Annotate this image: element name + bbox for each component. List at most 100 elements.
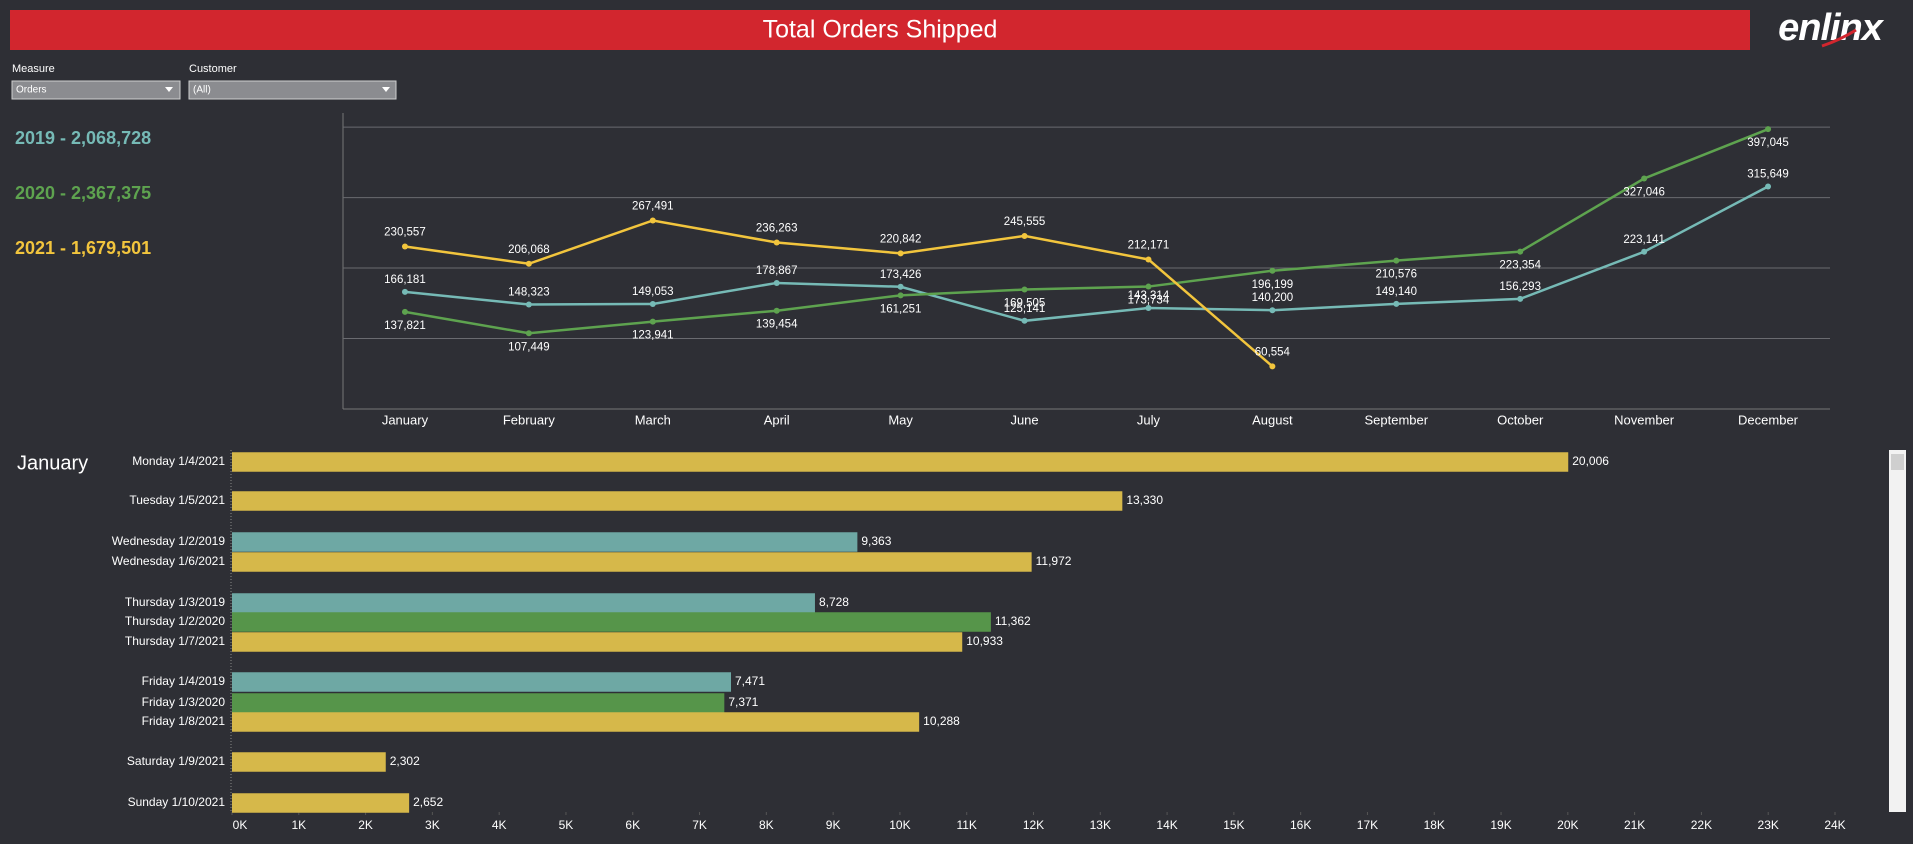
data-point — [1641, 248, 1648, 255]
data-label: 169,505 — [1004, 298, 1046, 310]
legend-entry: 2020 - 2,367,375 — [15, 183, 151, 203]
line-series — [404, 185, 1769, 323]
filter-value: Orders — [16, 85, 47, 96]
data-label: 173,426 — [880, 269, 922, 281]
data-label: 107,449 — [508, 341, 550, 353]
data-label: 210,576 — [1376, 269, 1418, 281]
x-tick-label: 1K — [291, 818, 306, 832]
data-label: 173,734 — [1128, 295, 1170, 307]
data-point — [1145, 304, 1152, 311]
data-label: 267,491 — [632, 201, 674, 213]
data-point — [773, 239, 780, 246]
data-label: 156,293 — [1499, 281, 1541, 293]
data-point — [1269, 267, 1276, 274]
data-label: 161,251 — [880, 303, 922, 315]
x-tick-label: 14K — [1156, 818, 1177, 832]
data-label: 13,330 — [1126, 493, 1163, 507]
y-tick-label: Sunday 1/10/2021 — [128, 795, 226, 809]
data-point — [1021, 232, 1028, 239]
data-label: 11,972 — [1036, 554, 1072, 568]
data-label: 223,354 — [1499, 260, 1541, 272]
x-tick-label: 13K — [1090, 818, 1111, 832]
x-tick-label: February — [503, 412, 556, 427]
x-tick-label: 18K — [1424, 818, 1445, 832]
y-tick-label: Friday 1/3/2020 — [142, 695, 226, 709]
data-label: 139,454 — [756, 319, 798, 331]
x-tick-label: 8K — [759, 818, 774, 832]
x-tick-label: 17K — [1357, 818, 1378, 832]
scrollbar-track[interactable] — [1889, 450, 1906, 812]
bar — [232, 612, 991, 632]
chart-title: January — [17, 452, 88, 474]
x-tick-label: July — [1137, 412, 1161, 427]
dropdown-arrow — [165, 87, 173, 92]
x-tick-label: 19K — [1490, 818, 1511, 832]
dropdown-arrow — [382, 87, 390, 92]
x-tick-label: June — [1010, 412, 1038, 427]
x-tick-label: August — [1252, 412, 1293, 427]
y-tick-label: Monday 1/4/2021 — [132, 454, 225, 468]
data-label: 212,171 — [1128, 240, 1170, 252]
x-tick-label: 20K — [1557, 818, 1578, 832]
data-label: 60,554 — [1255, 346, 1291, 358]
data-label: 143,314 — [1128, 290, 1170, 302]
y-tick-label: Thursday 1/3/2019 — [125, 595, 225, 609]
x-tick-label: 12K — [1023, 818, 1044, 832]
filter-label: Customer — [189, 63, 237, 75]
data-point — [1393, 257, 1400, 264]
x-tick-label: September — [1364, 412, 1428, 427]
x-tick-label: 21K — [1624, 818, 1645, 832]
bar — [232, 712, 920, 732]
data-label: 11,362 — [995, 614, 1031, 628]
data-label: 236,263 — [756, 223, 798, 235]
bar — [232, 593, 815, 613]
data-point — [649, 300, 656, 307]
bar — [232, 672, 732, 692]
data-point — [649, 217, 656, 224]
bar — [232, 532, 858, 552]
data-label: 7,371 — [728, 695, 758, 709]
bar — [232, 552, 1032, 572]
data-label: 397,045 — [1747, 137, 1789, 149]
data-label: 196,199 — [1252, 279, 1294, 291]
filter-dropdown[interactable] — [11, 80, 181, 100]
x-tick-label: 22K — [1691, 818, 1712, 832]
data-point — [1517, 248, 1524, 255]
bar — [232, 491, 1123, 511]
data-point — [525, 301, 532, 308]
data-label: 148,323 — [508, 286, 550, 298]
legend-entry: 2019 - 2,068,728 — [15, 128, 151, 148]
x-tick-label: May — [888, 412, 913, 427]
x-tick-label: March — [635, 412, 671, 427]
data-point — [1517, 295, 1524, 302]
x-tick-label: April — [764, 412, 790, 427]
data-point — [897, 283, 904, 290]
data-point — [1269, 363, 1276, 370]
data-point — [1269, 307, 1276, 314]
data-point — [773, 307, 780, 314]
x-tick-label: 24K — [1824, 818, 1845, 832]
legend-entry: 2021 - 1,679,501 — [15, 238, 151, 258]
data-point — [1021, 317, 1028, 324]
filter-dropdown[interactable] — [188, 80, 397, 100]
y-tick-label: Wednesday 1/2/2019 — [112, 534, 226, 548]
x-tick-label: 16K — [1290, 818, 1311, 832]
data-point — [1765, 183, 1772, 190]
data-label: 7,471 — [735, 674, 765, 688]
x-tick-label: 10K — [889, 818, 910, 832]
data-label: 149,140 — [1376, 286, 1418, 298]
data-label: 137,821 — [384, 320, 426, 332]
data-point — [525, 260, 532, 267]
data-label: 206,068 — [508, 244, 550, 256]
x-tick-label: 9K — [826, 818, 841, 832]
data-label: 2,302 — [390, 754, 420, 768]
data-point — [649, 318, 656, 325]
scrollbar-thumb[interactable] — [1891, 454, 1904, 470]
data-label: 245,555 — [1004, 216, 1046, 228]
data-label: 166,181 — [384, 274, 426, 286]
x-tick-label: 3K — [425, 818, 440, 832]
data-label: 140,200 — [1252, 292, 1294, 304]
y-tick-label: Friday 1/8/2021 — [142, 714, 226, 728]
y-tick-label: Tuesday 1/5/2021 — [129, 493, 225, 507]
